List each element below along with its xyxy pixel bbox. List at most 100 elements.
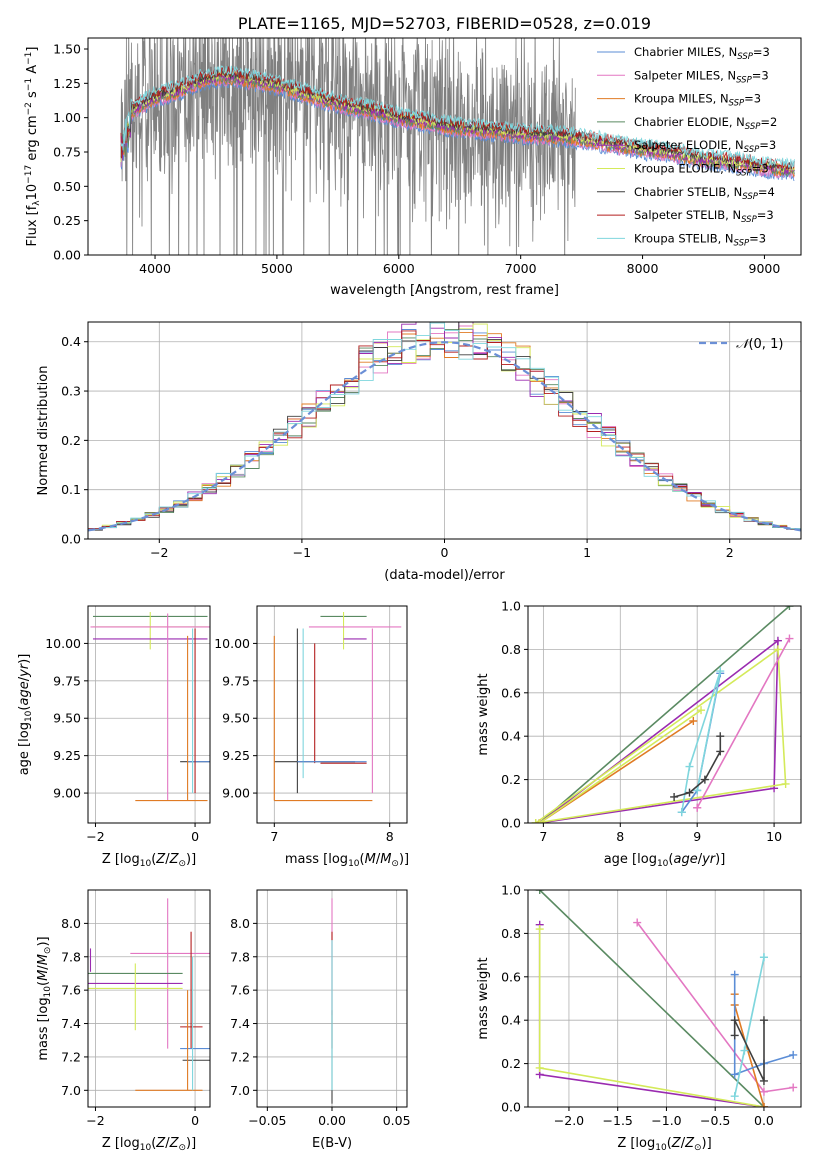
weight-marker-kroupa_stelib bbox=[730, 1092, 739, 1101]
legend-entry-salpeter_stelib: Salpeter STELIB, NSSP=3 bbox=[634, 208, 774, 225]
y-tick-label: 0.8 bbox=[501, 926, 521, 941]
axes-frame bbox=[87, 889, 211, 1108]
y-tick-label: 9.25 bbox=[222, 748, 250, 763]
y-tick-label: 1.25 bbox=[53, 76, 81, 91]
axes-frame bbox=[527, 605, 802, 824]
weight-marker-chabrier_stelib bbox=[759, 1076, 768, 1085]
plot-area bbox=[535, 890, 798, 1107]
weight-marker-kroupa_elodie bbox=[531, 819, 540, 823]
legend-entry-salpeter_elodie: Salpeter ELODIE, NSSP=3 bbox=[634, 138, 776, 155]
y-tick-label: 1.0 bbox=[501, 883, 521, 898]
histogram-salpeter_stelib bbox=[88, 330, 801, 529]
y-tick-label: 0.8 bbox=[501, 642, 521, 657]
x-tick-label: 0.0 bbox=[754, 1113, 774, 1128]
y-tick-label: 0.25 bbox=[53, 213, 81, 228]
y-tick-label: 9.50 bbox=[53, 711, 81, 726]
x-tick-label: 9000 bbox=[749, 261, 781, 276]
normal-curve bbox=[88, 341, 801, 532]
weight-marker-kroupa_stelib bbox=[685, 762, 694, 771]
plot-area bbox=[90, 611, 210, 802]
legend-entry-chabrier_stelib: Chabrier STELIB, NSSP=4 bbox=[634, 185, 775, 202]
mass-vs-ebv-panel: −0.05 0.00 0.05 7.0 7.2 7.4 7.6 7.8 8.0 E(B-V) bbox=[230, 889, 411, 1151]
x-axis-label: (data-model)/error bbox=[384, 568, 505, 583]
y-tick-label: 1.50 bbox=[53, 41, 81, 56]
weight-marker-kroupa_stelib bbox=[677, 808, 686, 817]
weight-line-chabrier_elodie bbox=[539, 890, 765, 1107]
weight-marker-kroupa_elodie bbox=[773, 645, 782, 654]
x-axis-label: Z [log10(Z/Z⊙)] bbox=[617, 1136, 711, 1153]
y-tick-label: 0.6 bbox=[501, 685, 521, 700]
y-tick-label: 8.0 bbox=[230, 916, 250, 931]
weight-line-kroupa_stelib bbox=[733, 957, 765, 1097]
y-tick-label: 7.6 bbox=[61, 983, 81, 998]
x-tick-label: 0 bbox=[191, 1113, 199, 1128]
weight-line-kroupa_elodie bbox=[538, 929, 765, 1107]
x-tick-label: −1 bbox=[293, 545, 311, 560]
x-tick-label: 7 bbox=[270, 829, 278, 844]
x-tick-label: −2 bbox=[150, 545, 168, 560]
y-tick-label: 1.0 bbox=[501, 599, 521, 614]
y-tick-label: 10.00 bbox=[45, 636, 81, 651]
y-tick-label: 0.75 bbox=[53, 144, 81, 159]
y-tick-label: 9.25 bbox=[53, 748, 81, 763]
y-tick-label: 0.0 bbox=[501, 1100, 521, 1115]
weight-line-chabrier_stelib bbox=[733, 1019, 765, 1082]
axes-frame bbox=[256, 605, 408, 824]
weight-marker-chabrier_stelib bbox=[730, 1031, 739, 1040]
y-tick-label: 7.0 bbox=[61, 1083, 81, 1098]
y-tick-label: 7.4 bbox=[61, 1016, 81, 1031]
weight-marker-salpeter_elodie bbox=[773, 636, 782, 645]
histogram-kroupa_stelib bbox=[88, 322, 801, 530]
weight-line-kroupa_elodie bbox=[535, 647, 787, 823]
y-tick-label: 0.1 bbox=[61, 482, 81, 497]
y-tick-label: 0.50 bbox=[53, 179, 81, 194]
y-tick-label: 0.0 bbox=[61, 532, 81, 547]
y-tick-label: 7.2 bbox=[61, 1049, 81, 1064]
legend-entry-chabrier_elodie: Chabrier ELODIE, NSSP=2 bbox=[634, 115, 777, 132]
x-axis-label: mass [log10(M/M⊙)] bbox=[285, 852, 409, 869]
y-axis-label: mass weight bbox=[476, 957, 491, 1039]
weight-marker-kroupa_miles bbox=[759, 1103, 768, 1107]
x-tick-label: −0.5 bbox=[700, 1113, 730, 1128]
y-tick-label: 9.75 bbox=[53, 673, 81, 688]
plot-area bbox=[88, 898, 210, 1091]
weight-marker-chabrier_stelib bbox=[700, 775, 709, 784]
weight-marker-chabrier_stelib bbox=[685, 788, 694, 797]
weight-marker-salpeter_miles bbox=[785, 634, 794, 643]
y-tick-label: 9.00 bbox=[53, 786, 81, 801]
x-tick-label: −2 bbox=[86, 829, 104, 844]
weight-vs-metallicity-panel: −2.0 −1.5 −1.0 −0.5 0.0 0.0 0.2 0.4 0.6 0.8 1.0 Z [… bbox=[476, 883, 802, 1153]
y-tick-label: 0.2 bbox=[61, 433, 81, 448]
legend-entry-chabrier_miles: Chabrier MILES, NSSP=3 bbox=[634, 45, 770, 62]
legend-entry-kroupa_stelib: Kroupa STELIB, NSSP=3 bbox=[634, 231, 766, 248]
legend-entry-kroupa_miles: Kroupa MILES, NSSP=3 bbox=[634, 92, 761, 109]
axes-frame bbox=[87, 37, 802, 256]
weight-marker-salpeter_miles bbox=[633, 918, 642, 927]
y-tick-label: 7.6 bbox=[230, 983, 250, 998]
weight-marker-salpeter_miles bbox=[789, 1083, 798, 1092]
chart-title: PLATE=1165, MJD=52703, FIBERID=0528, z=0… bbox=[238, 14, 651, 33]
weight-marker-kroupa_stelib bbox=[740, 1046, 749, 1055]
weight-line-kroupa_elodie bbox=[539, 709, 702, 823]
y-tick-label: 8.0 bbox=[61, 916, 81, 931]
x-tick-label: 6000 bbox=[383, 261, 415, 276]
x-tick-label: 5000 bbox=[261, 261, 293, 276]
x-axis-label: E(B-V) bbox=[312, 1136, 352, 1151]
legend-entry-salpeter_miles: Salpeter MILES, NSSP=3 bbox=[634, 68, 769, 85]
y-tick-label: 0.4 bbox=[501, 1013, 521, 1028]
legend-entry-kroupa_elodie: Kroupa ELODIE, NSSP=3 bbox=[634, 162, 769, 179]
weight-marker-kroupa_elodie bbox=[781, 779, 790, 788]
weight-line-chabrier_elodie bbox=[538, 606, 791, 823]
x-tick-label: 7 bbox=[539, 829, 547, 844]
weight-marker-chabrier_stelib bbox=[716, 732, 725, 741]
weight-marker-chabrier_stelib bbox=[670, 792, 679, 801]
y-tick-label: 7.8 bbox=[230, 949, 250, 964]
x-tick-label: 2 bbox=[726, 545, 734, 560]
y-tick-label: 0.4 bbox=[501, 729, 521, 744]
x-tick-label: 0.05 bbox=[383, 1113, 411, 1128]
weight-marker-kroupa_elodie bbox=[535, 1063, 544, 1072]
plot-area bbox=[273, 611, 402, 802]
y-tick-label: 7.4 bbox=[230, 1016, 250, 1031]
x-axis-label: Z [log10(Z/Z⊙)] bbox=[102, 852, 196, 869]
